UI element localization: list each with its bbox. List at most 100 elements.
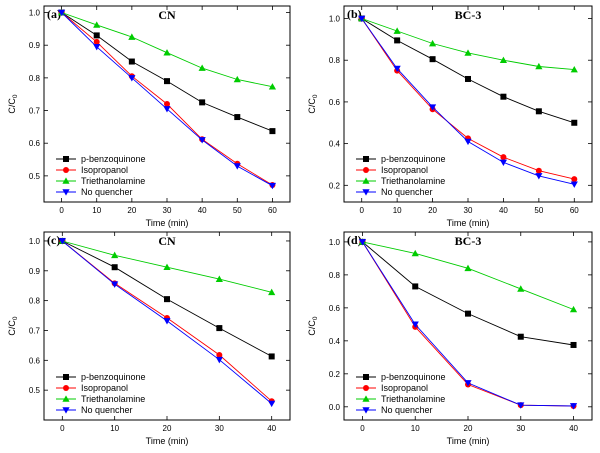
data-point (268, 83, 277, 90)
x-tick-label: 0 (59, 206, 64, 215)
data-point (569, 305, 578, 313)
y-axis-label: C/C0 (307, 94, 319, 114)
legend-item: No quencher (356, 187, 433, 197)
data-point (215, 275, 223, 282)
legend-marker (362, 395, 370, 402)
legend-label: No quencher (81, 187, 133, 197)
x-axis-label: Time (min) (447, 436, 490, 446)
legend-item: p-benzoquinone (56, 372, 146, 382)
y-tick-label: 0.6 (329, 304, 341, 313)
x-tick-label: 30 (516, 424, 525, 433)
x-tick-label: 0 (60, 424, 65, 433)
data-point (164, 78, 170, 85)
x-tick-label: 10 (110, 424, 119, 433)
data-point (358, 15, 366, 23)
x-axis-label: Time (min) (447, 218, 490, 228)
panel-d: 0 10 20 30 40 0.0 0.2 0.4 0.6 0.8 1.0 Time (min) C/C… (307, 231, 593, 446)
legend-label: p-benzoquinone (381, 154, 446, 164)
y-axis-label-main: C/C (7, 98, 17, 114)
y-axis-label: C/C0 (307, 316, 319, 336)
legend-item: Isopropanol (356, 165, 428, 175)
series-no-quencher (358, 239, 578, 410)
x-tick-label: 10 (411, 424, 420, 433)
legend-marker (63, 167, 69, 173)
y-tick-label: 0.2 (329, 370, 341, 379)
legend: p-benzoquinoneIsopropanolTriethanolamine… (56, 154, 146, 197)
legend-label: No quencher (381, 405, 433, 415)
series-p-benzoquinone (359, 238, 577, 348)
data-point (393, 65, 401, 73)
legend-item: Triethanolamine (56, 176, 145, 186)
data-point (58, 238, 66, 245)
data-point (128, 33, 136, 40)
legend-label: Triethanolamine (81, 176, 145, 186)
data-point (93, 44, 101, 51)
data-point (128, 75, 136, 82)
data-point (268, 288, 276, 296)
data-point (163, 49, 171, 56)
legend-marker (63, 385, 69, 391)
legend-marker (362, 407, 370, 414)
x-tick-label: 50 (233, 206, 242, 215)
x-axis-label: Time (min) (146, 218, 189, 228)
panel-title: BC-3 (455, 8, 482, 22)
data-point (163, 318, 171, 325)
data-point (517, 285, 525, 292)
data-point (569, 403, 578, 410)
y-tick-label: 0.8 (29, 74, 41, 83)
x-tick-label: 40 (569, 424, 578, 433)
data-point (163, 263, 171, 271)
legend-label: Triethanolamine (381, 176, 445, 186)
series-triethanolamine (358, 14, 578, 73)
y-tick-label: 0.8 (329, 271, 341, 280)
x-tick-label: 20 (127, 206, 136, 215)
x-tick-label: 60 (570, 206, 579, 215)
data-point (464, 138, 472, 146)
y-axis-label-main: C/C (307, 320, 317, 336)
data-point (268, 353, 275, 360)
legend: p-benzoquinoneIsopropanolTriethanolamine… (356, 154, 446, 197)
y-tick-label: 0.2 (329, 181, 341, 190)
data-point (411, 321, 419, 328)
legend-item: No quencher (56, 405, 133, 415)
panel-label: (c) (47, 233, 60, 247)
y-tick-label: 0.4 (329, 140, 341, 149)
data-point (571, 119, 578, 126)
legend-marker (63, 156, 69, 162)
x-tick-label: 40 (198, 206, 207, 215)
data-point (268, 182, 277, 190)
legend-label: Isopropanol (81, 165, 128, 175)
legend-marker (62, 189, 70, 196)
legend-label: p-benzoquinone (81, 154, 146, 164)
data-point (128, 58, 135, 65)
legend-label: No quencher (81, 405, 133, 415)
data-point (233, 163, 241, 170)
data-point (198, 137, 206, 144)
legend-marker (362, 177, 370, 184)
legend-marker (63, 374, 69, 380)
data-point (570, 65, 578, 73)
data-point (358, 239, 367, 246)
legend-label: p-benzoquinone (81, 372, 146, 382)
x-tick-label: 60 (268, 206, 277, 215)
legend-marker (62, 395, 70, 402)
panel-label: (d) (347, 233, 362, 247)
legend-marker (62, 407, 70, 414)
series-no-quencher (57, 9, 277, 190)
legend-item: Isopropanol (56, 383, 128, 393)
panel-label: (b) (347, 7, 362, 21)
data-point (535, 167, 542, 174)
y-axis-label-main: C/C (307, 98, 317, 114)
data-point (111, 281, 119, 288)
panel-title: BC-3 (455, 234, 482, 248)
legend-item: p-benzoquinone (356, 154, 446, 164)
x-tick-label: 30 (163, 206, 172, 215)
data-point (517, 333, 524, 340)
data-point (535, 108, 542, 115)
data-point (429, 56, 436, 63)
y-axis-label-subscript: 0 (312, 316, 319, 320)
series-no-quencher (58, 238, 276, 408)
panel-a: 0 10 20 30 40 50 60 0.5 0.6 0.7 0.8 0.9 1.0 Time (min… (7, 5, 291, 228)
data-point (517, 402, 525, 409)
series-triethanolamine (358, 238, 578, 313)
